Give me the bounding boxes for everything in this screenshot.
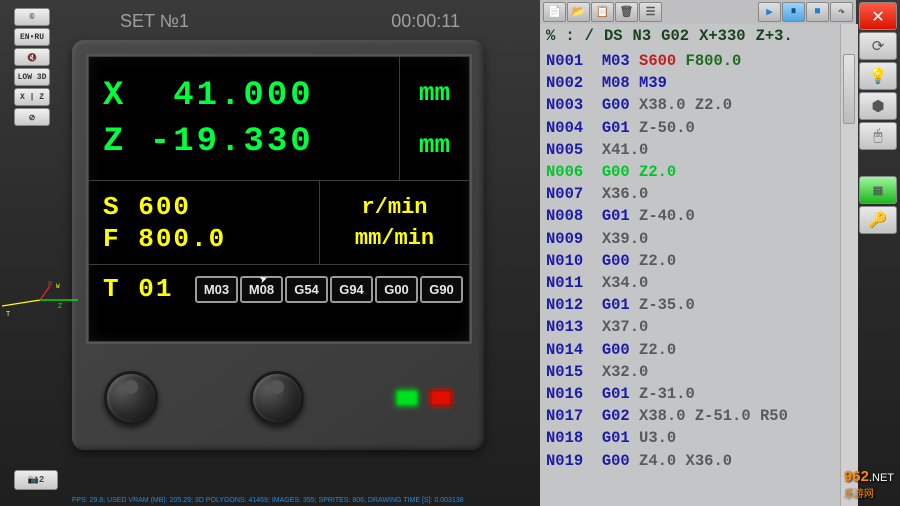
gcode-line[interactable]: N015 X32.0 <box>546 361 850 383</box>
close-button[interactable]: ✕ <box>859 2 897 30</box>
gcode-modal-g94[interactable]: G94 <box>330 276 373 303</box>
gcode-line[interactable]: N012 G01 Z-35.0 <box>546 294 850 316</box>
dro-mode-button[interactable]: ▦ <box>859 176 897 204</box>
scroll-thumb[interactable] <box>843 54 855 124</box>
lamp-button[interactable]: 💡 <box>859 62 897 90</box>
elapsed-time: 00:00:11 <box>391 11 460 32</box>
stop-led <box>430 390 452 406</box>
gcode-modal-g54[interactable]: G54 <box>285 276 328 303</box>
lowpoly-3d-button[interactable]: LOW 3D <box>14 68 50 86</box>
gcode-line[interactable]: N006 G00 Z2.0 <box>546 161 850 183</box>
spindle-override-knob[interactable] <box>250 371 304 425</box>
run-led <box>396 390 418 406</box>
gcode-line[interactable]: N004 G01 Z-50.0 <box>546 117 850 139</box>
gcode-panel: 📄 📂 📋 🗑 ☰ ▶ ⏸ ⏹ ↷ %:/DSN3G02X+330Z+3. N0… <box>540 0 856 506</box>
xz-toggle-button[interactable]: X | Z <box>14 88 50 106</box>
gcode-line[interactable]: N014 G00 Z2.0 <box>546 339 850 361</box>
dro-f-line: F 800.0 <box>103 224 319 254</box>
axis-gizmo: Z T R W <box>0 280 80 320</box>
disable-button[interactable]: ⊘ <box>14 108 50 126</box>
camera-button[interactable]: 📷2 <box>14 470 58 490</box>
tool-button[interactable]: ⬢ <box>859 92 897 120</box>
gcode-line[interactable]: N019 G00 Z4.0 X36.0 <box>546 450 850 472</box>
gcode-line[interactable]: N009 X39.0 <box>546 228 850 250</box>
dro-s-line: S 600 <box>103 192 319 222</box>
language-button[interactable]: EN•RU <box>14 28 50 46</box>
gcode-modal-g00[interactable]: G00 <box>375 276 418 303</box>
paste-button[interactable]: 📋 <box>591 2 614 22</box>
gcode-modal-m03[interactable]: M03 <box>195 276 238 303</box>
gcode-line[interactable]: N005 X41.0 <box>546 139 850 161</box>
delete-button[interactable]: 🗑 <box>615 2 638 22</box>
copyright-button[interactable]: © <box>14 8 50 26</box>
dro-z-line: Z -19.330 <box>103 123 399 161</box>
s-unit: r/min <box>361 195 427 220</box>
pause-button[interactable]: ⏸ <box>782 2 805 22</box>
gcode-line[interactable]: N017 G02 X38.0 Z-51.0 R50 <box>546 405 850 427</box>
watermark: 962.NET 乐游网 <box>844 468 894 500</box>
svg-text:W: W <box>56 283 60 290</box>
reload-button[interactable]: ⟳ <box>859 32 897 60</box>
svg-text:R: R <box>48 281 53 289</box>
gcode-line[interactable]: N008 G01 Z-40.0 <box>546 205 850 227</box>
gcode-line[interactable]: N010 G00 Z2.0 <box>546 250 850 272</box>
f-unit: mm/min <box>355 226 434 251</box>
stop-button[interactable]: ⏹ <box>806 2 829 22</box>
header: SET №1 00:00:11 <box>100 6 480 36</box>
gcode-button-row: M03M08G54G94G00G90 <box>189 272 469 307</box>
knob-row <box>86 360 470 436</box>
gcode-line[interactable]: N003 G00 X38.0 Z2.0 <box>546 94 850 116</box>
performance-stats: FPS: 29.8; USED VRAM (MB): 205.29; 3D PO… <box>72 497 464 504</box>
new-file-button[interactable]: 📄 <box>543 2 566 22</box>
set-label: SET №1 <box>120 11 189 32</box>
dro-x-line: X 41.000 <box>103 77 399 115</box>
gcode-header: %:/DSN3G02X+330Z+3. <box>540 24 856 50</box>
gcode-toolbar: 📄 📂 📋 🗑 ☰ ▶ ⏸ ⏹ ↷ <box>540 0 856 24</box>
svg-text:T: T <box>6 311 10 319</box>
left-toolbar: © EN•RU 🔇 LOW 3D X | Z ⊘ <box>14 8 50 126</box>
x-unit: mm <box>419 78 450 108</box>
z-unit: mm <box>419 130 450 160</box>
run-button[interactable]: ▶ <box>758 2 781 22</box>
gcode-line[interactable]: N016 G01 Z-31.0 <box>546 383 850 405</box>
gcode-line[interactable]: N013 X37.0 <box>546 316 850 338</box>
feed-override-knob[interactable] <box>104 371 158 425</box>
mouse-button[interactable]: 🖱 <box>859 122 897 150</box>
open-file-button[interactable]: 📂 <box>567 2 590 22</box>
gcode-body[interactable]: N001 M03 S600 F800.0 N002 M08 M39 N003 G… <box>540 50 856 472</box>
right-toolbar: ✕ ⟳ 💡 ⬢ 🖱 ▦ 🔑 <box>857 0 899 234</box>
scrollbar[interactable] <box>840 24 858 506</box>
dro-panel: X 41.000 Z -19.330 mm mm S 600 F 800.0 r… <box>72 40 484 450</box>
gcode-line[interactable]: N001 M03 S600 F800.0 <box>546 50 850 72</box>
gcode-line[interactable]: N002 M08 M39 <box>546 72 850 94</box>
gcode-modal-m08[interactable]: M08 <box>240 276 283 303</box>
svg-text:Z: Z <box>58 303 62 311</box>
mute-button[interactable]: 🔇 <box>14 48 50 66</box>
dro-screen: X 41.000 Z -19.330 mm mm S 600 F 800.0 r… <box>86 54 472 344</box>
gcode-modal-g90[interactable]: G90 <box>420 276 463 303</box>
gcode-line[interactable]: N007 X36.0 <box>546 183 850 205</box>
step-button[interactable]: ↷ <box>830 2 853 22</box>
list-button[interactable]: ☰ <box>639 2 662 22</box>
gcode-line[interactable]: N011 X34.0 <box>546 272 850 294</box>
key-button[interactable]: 🔑 <box>859 206 897 234</box>
dro-t-line: T 01 <box>89 274 189 304</box>
gcode-line[interactable]: N018 G01 U3.0 <box>546 427 850 449</box>
